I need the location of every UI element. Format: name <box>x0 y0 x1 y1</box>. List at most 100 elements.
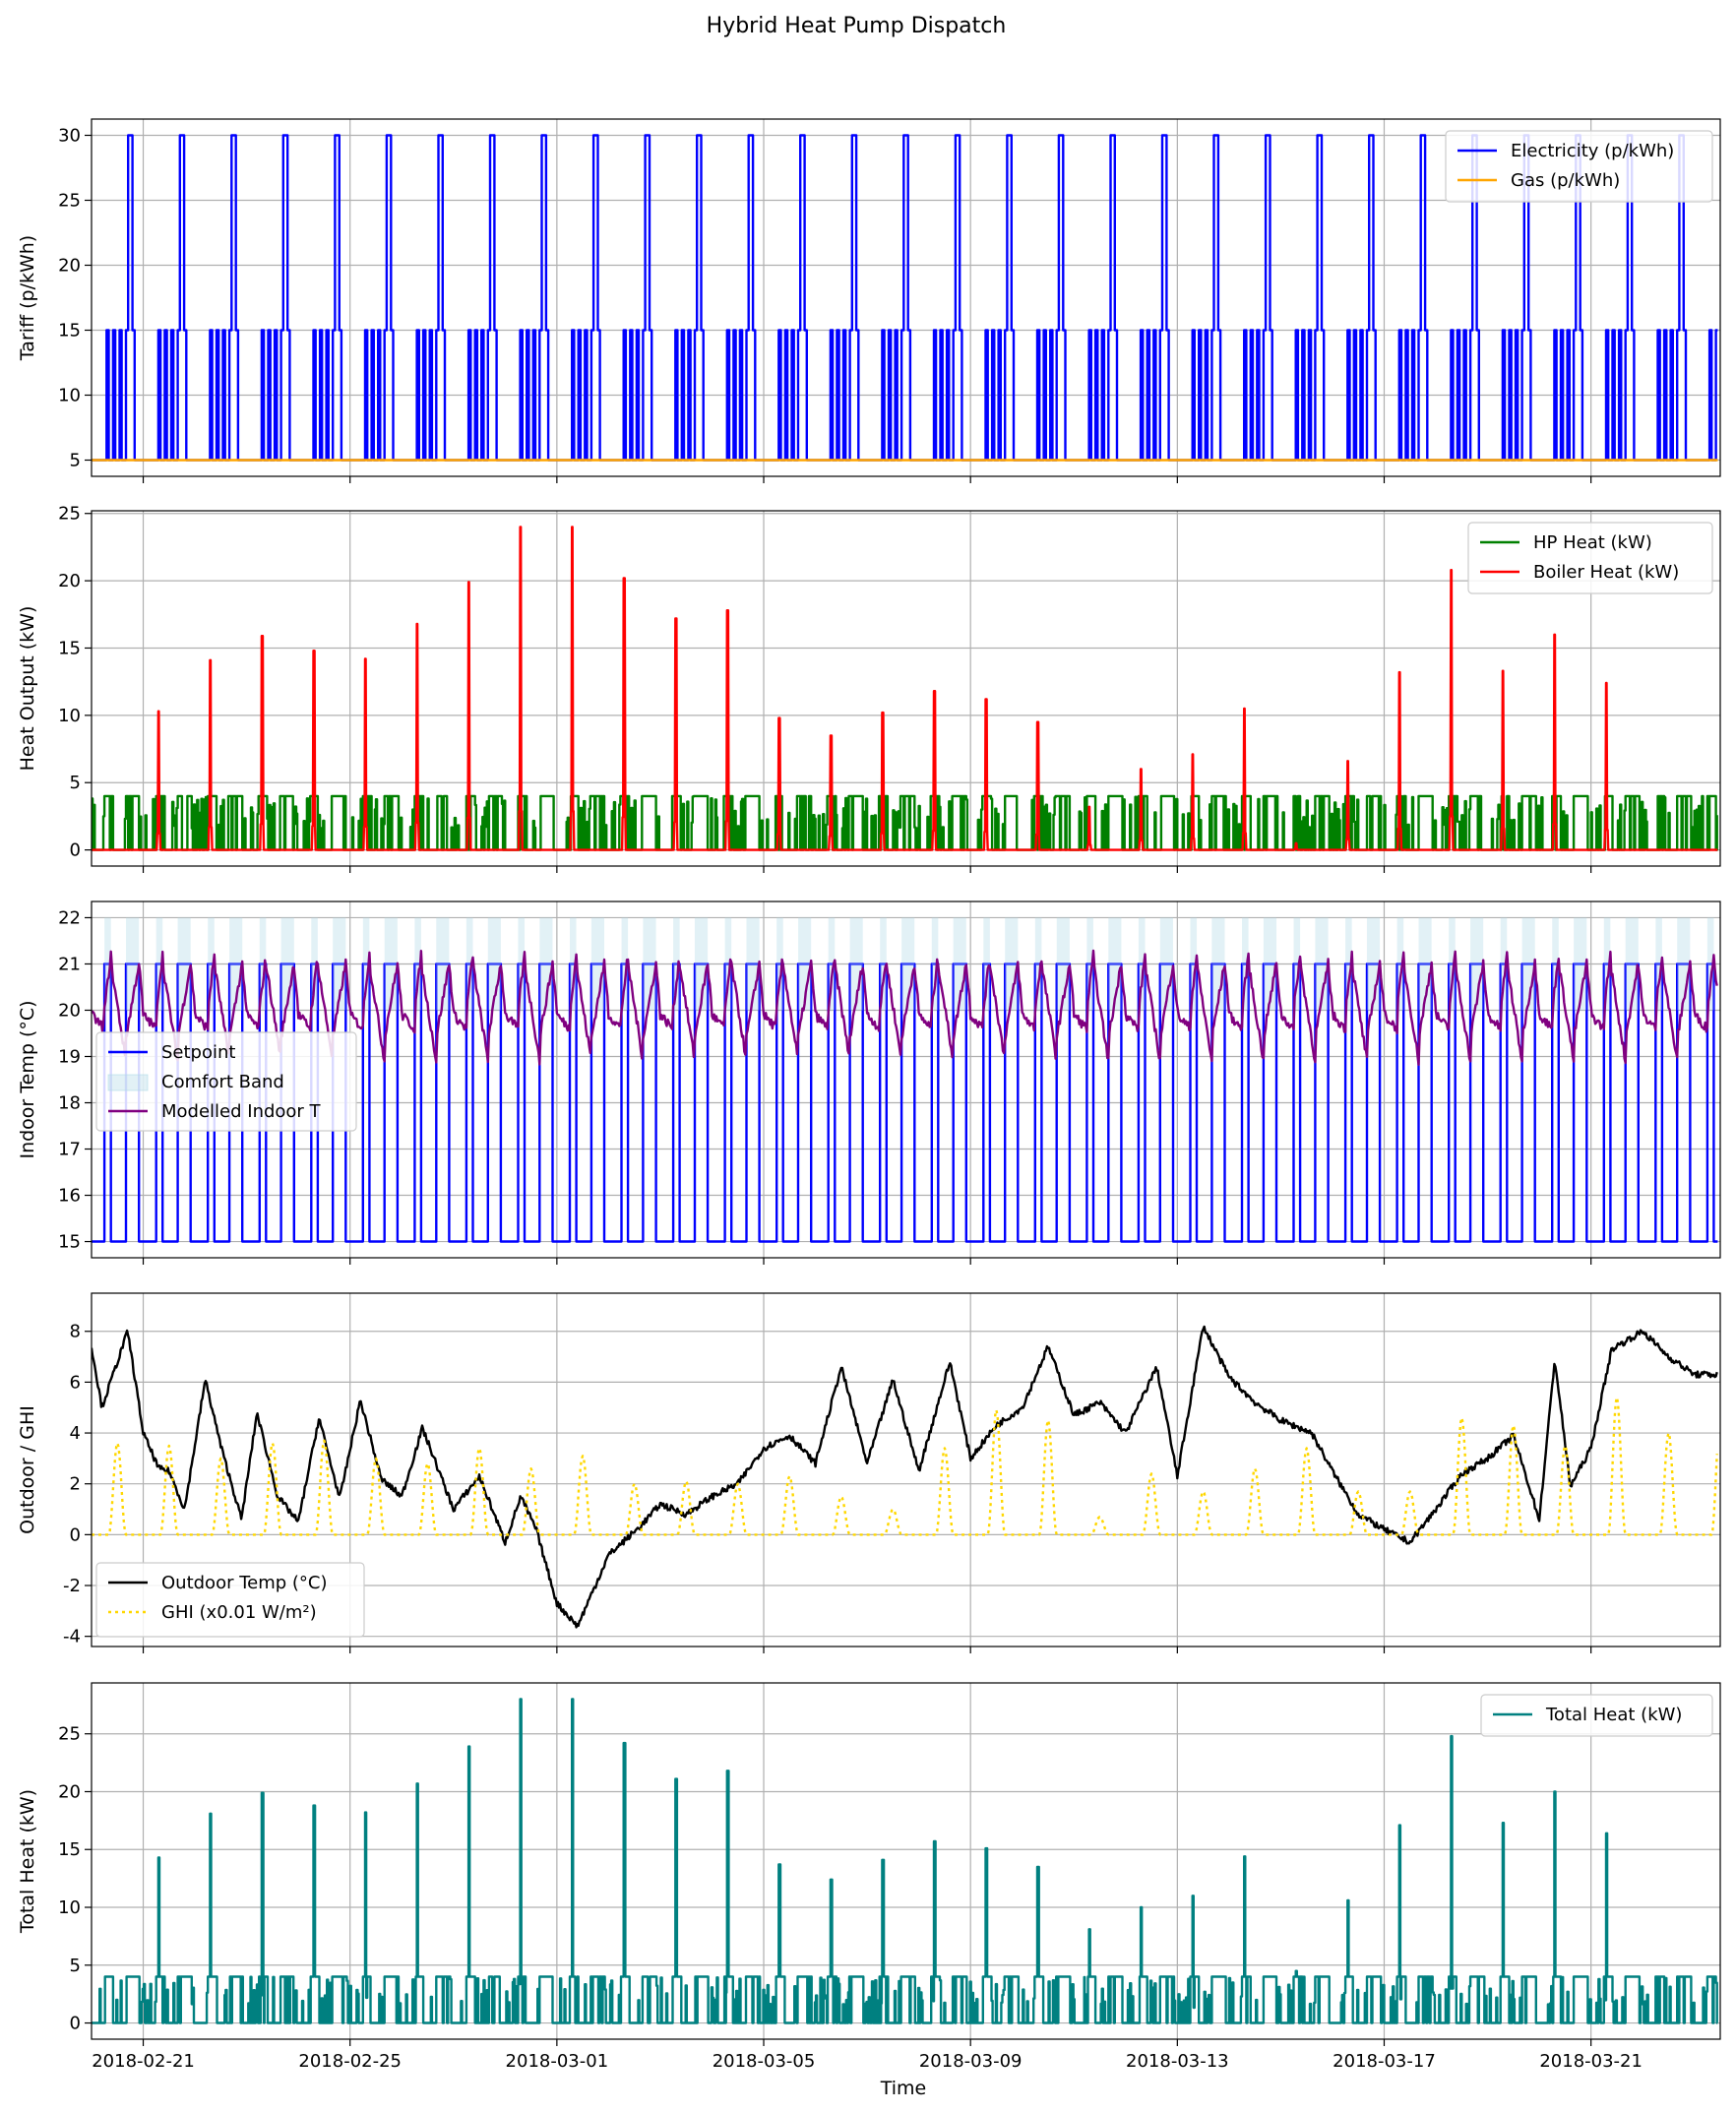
comfort-band-segment <box>362 917 370 1011</box>
series-line-boiler-heat-kw <box>92 526 1718 851</box>
legend-label: Total Heat (kW) <box>1545 1705 1682 1725</box>
y-axis-tariff: 5 10 15 20 25 30 <box>58 126 92 471</box>
comfort-band-segment <box>694 917 709 1011</box>
y-tick-label: 6 <box>70 1372 81 1393</box>
x-axis-total-heat: 2018-02-21 2018-02-25 2018-03-01 2018-03-05… <box>92 2039 1643 2072</box>
series-total-heat <box>92 1698 1718 2024</box>
comfort-band-segment <box>1366 917 1381 1011</box>
y-tick-label: 10 <box>58 706 81 726</box>
panel-outdoor: -4 -2 0 2 4 6 8 Outdoor / GHI Outdoor Temp (°C) G… <box>17 1292 1721 1653</box>
comfort-band-segment <box>1603 917 1611 1011</box>
y-axis-heat-output: 0 5 10 15 20 25 <box>58 504 92 861</box>
y-tick-label: 30 <box>58 126 81 147</box>
comfort-band-segment <box>1242 917 1249 1011</box>
legend-box <box>1445 130 1713 203</box>
x-tick-label: 2018-03-13 <box>1126 2051 1229 2072</box>
legend-box <box>95 1562 365 1638</box>
comfort-band-segment <box>1138 917 1146 1011</box>
y-tick-label: 17 <box>58 1140 81 1160</box>
comfort-band-segment <box>724 917 732 1011</box>
comfort-band-segment <box>1345 917 1352 1011</box>
x-tick-label: 2018-03-09 <box>919 2051 1023 2072</box>
y-axis-title: Heat Output (kW) <box>17 606 38 772</box>
comfort-band-segment <box>1159 917 1173 1011</box>
y-tick-label: 15 <box>58 638 81 658</box>
series-line-modelled-indoor-t <box>92 949 1718 1066</box>
y-tick-label: 0 <box>70 2014 81 2034</box>
y-axis-title: Indoor Temp (°C) <box>17 1000 38 1158</box>
comfort-band-segment <box>798 917 812 1011</box>
panel-heat-output: 0 5 10 15 20 25 Heat Output (kW) HP Heat (kW) Bo… <box>17 504 1721 873</box>
y-tick-label: 25 <box>58 504 81 525</box>
comfort-band-segment <box>1293 917 1301 1011</box>
y-tick-label: 15 <box>58 321 81 342</box>
legend-box <box>1480 1694 1713 1737</box>
legend-label: HP Heat (kW) <box>1533 532 1652 553</box>
y-tick-label: 5 <box>70 773 81 793</box>
legend-outdoor: Outdoor Temp (°C) GHI (x0.01 W/m²) <box>95 1562 365 1638</box>
comfort-band-segment <box>384 917 398 1011</box>
comfort-band-segment <box>1449 917 1456 1011</box>
x-tick-label: 2018-03-17 <box>1333 2051 1436 2072</box>
y-axis-title: Total Heat (kW) <box>17 1789 38 1934</box>
legend-indoor-temp: Setpoint Comfort Band Modelled Indoor T <box>95 1031 357 1132</box>
plot-frame <box>91 510 1721 867</box>
y-tick-label: 16 <box>58 1186 81 1207</box>
comfort-band-segment <box>776 917 783 1011</box>
y-axis-title: Outdoor / GHI <box>17 1405 38 1534</box>
panel-tariff: 5 10 15 20 25 30 Tariff (p/kWh) Electricity (p/… <box>17 118 1721 483</box>
series-heat-output <box>92 526 1718 851</box>
x-axis-heat-output <box>142 866 1592 873</box>
y-tick-label: 0 <box>70 1524 81 1545</box>
plot-frame <box>91 118 1721 477</box>
y-axis-title: Tariff (p/kWh) <box>17 235 38 361</box>
y-tick-label: -2 <box>63 1576 81 1596</box>
comfort-band-segment <box>1677 917 1691 1011</box>
series-line-total-heat-kw <box>92 1698 1718 2024</box>
x-tick-label: 2018-02-21 <box>92 2051 195 2072</box>
comfort-band-segment <box>673 917 680 1011</box>
y-tick-label: 19 <box>58 1046 81 1067</box>
y-tick-label: 22 <box>58 907 81 928</box>
y-axis-total-heat: 0 5 10 15 20 25 <box>58 1724 92 2034</box>
y-tick-label: 4 <box>70 1423 81 1444</box>
series-line-outdoor-temp-c <box>92 1325 1718 1629</box>
y-tick-label: 20 <box>58 1781 81 1802</box>
comfort-band-segment <box>1574 917 1587 1011</box>
legend-label: Electricity (p/kWh) <box>1511 141 1674 161</box>
series-line-ghi-x0-01-w-m <box>92 1396 1718 1536</box>
x-axis-outdoor <box>142 1647 1592 1653</box>
legend-label: Outdoor Temp (°C) <box>161 1573 328 1593</box>
plot-frame <box>91 901 1721 1259</box>
comfort-band-segment <box>1086 917 1093 1011</box>
x-tick-label: 2018-03-05 <box>713 2051 816 2072</box>
comfort-band-segment <box>1005 917 1019 1011</box>
x-tick-label: 2018-02-25 <box>298 2051 402 2072</box>
y-tick-label: 25 <box>58 1724 81 1745</box>
comfort-band-segment <box>1552 917 1559 1011</box>
comfort-band-segment <box>1521 917 1535 1011</box>
comfort-band-segment <box>931 917 939 1011</box>
y-tick-label: 21 <box>58 954 81 974</box>
comfort-band-segment <box>104 917 111 1011</box>
y-axis-indoor-temp: 15 16 17 18 19 20 21 22 <box>58 907 92 1253</box>
comfort-band-segment <box>621 917 629 1011</box>
y-tick-label: 10 <box>58 1897 81 1918</box>
legend-label: Modelled Indoor T <box>161 1101 322 1122</box>
series-outdoor <box>92 1325 1718 1629</box>
legend-swatch <box>107 1074 149 1091</box>
legend-label: Boiler Heat (kW) <box>1533 562 1679 583</box>
y-tick-label: -4 <box>63 1627 81 1647</box>
y-tick-label: 20 <box>58 571 81 591</box>
comfort-band-segment <box>1190 917 1198 1011</box>
plot-frame <box>91 1682 1721 2040</box>
panel-indoor-temp: 15 16 17 18 19 20 21 22 Indoor Temp (°C) Setpoint… <box>17 901 1721 1265</box>
comfort-band-segment <box>1315 917 1329 1011</box>
figure-title: Hybrid Heat Pump Dispatch <box>707 14 1007 38</box>
comfort-band-segment <box>539 917 553 1011</box>
y-tick-label: 10 <box>58 386 81 406</box>
y-tick-label: 2 <box>70 1474 81 1495</box>
legend-total-heat: Total Heat (kW) <box>1480 1694 1713 1737</box>
y-tick-label: 0 <box>70 840 81 861</box>
